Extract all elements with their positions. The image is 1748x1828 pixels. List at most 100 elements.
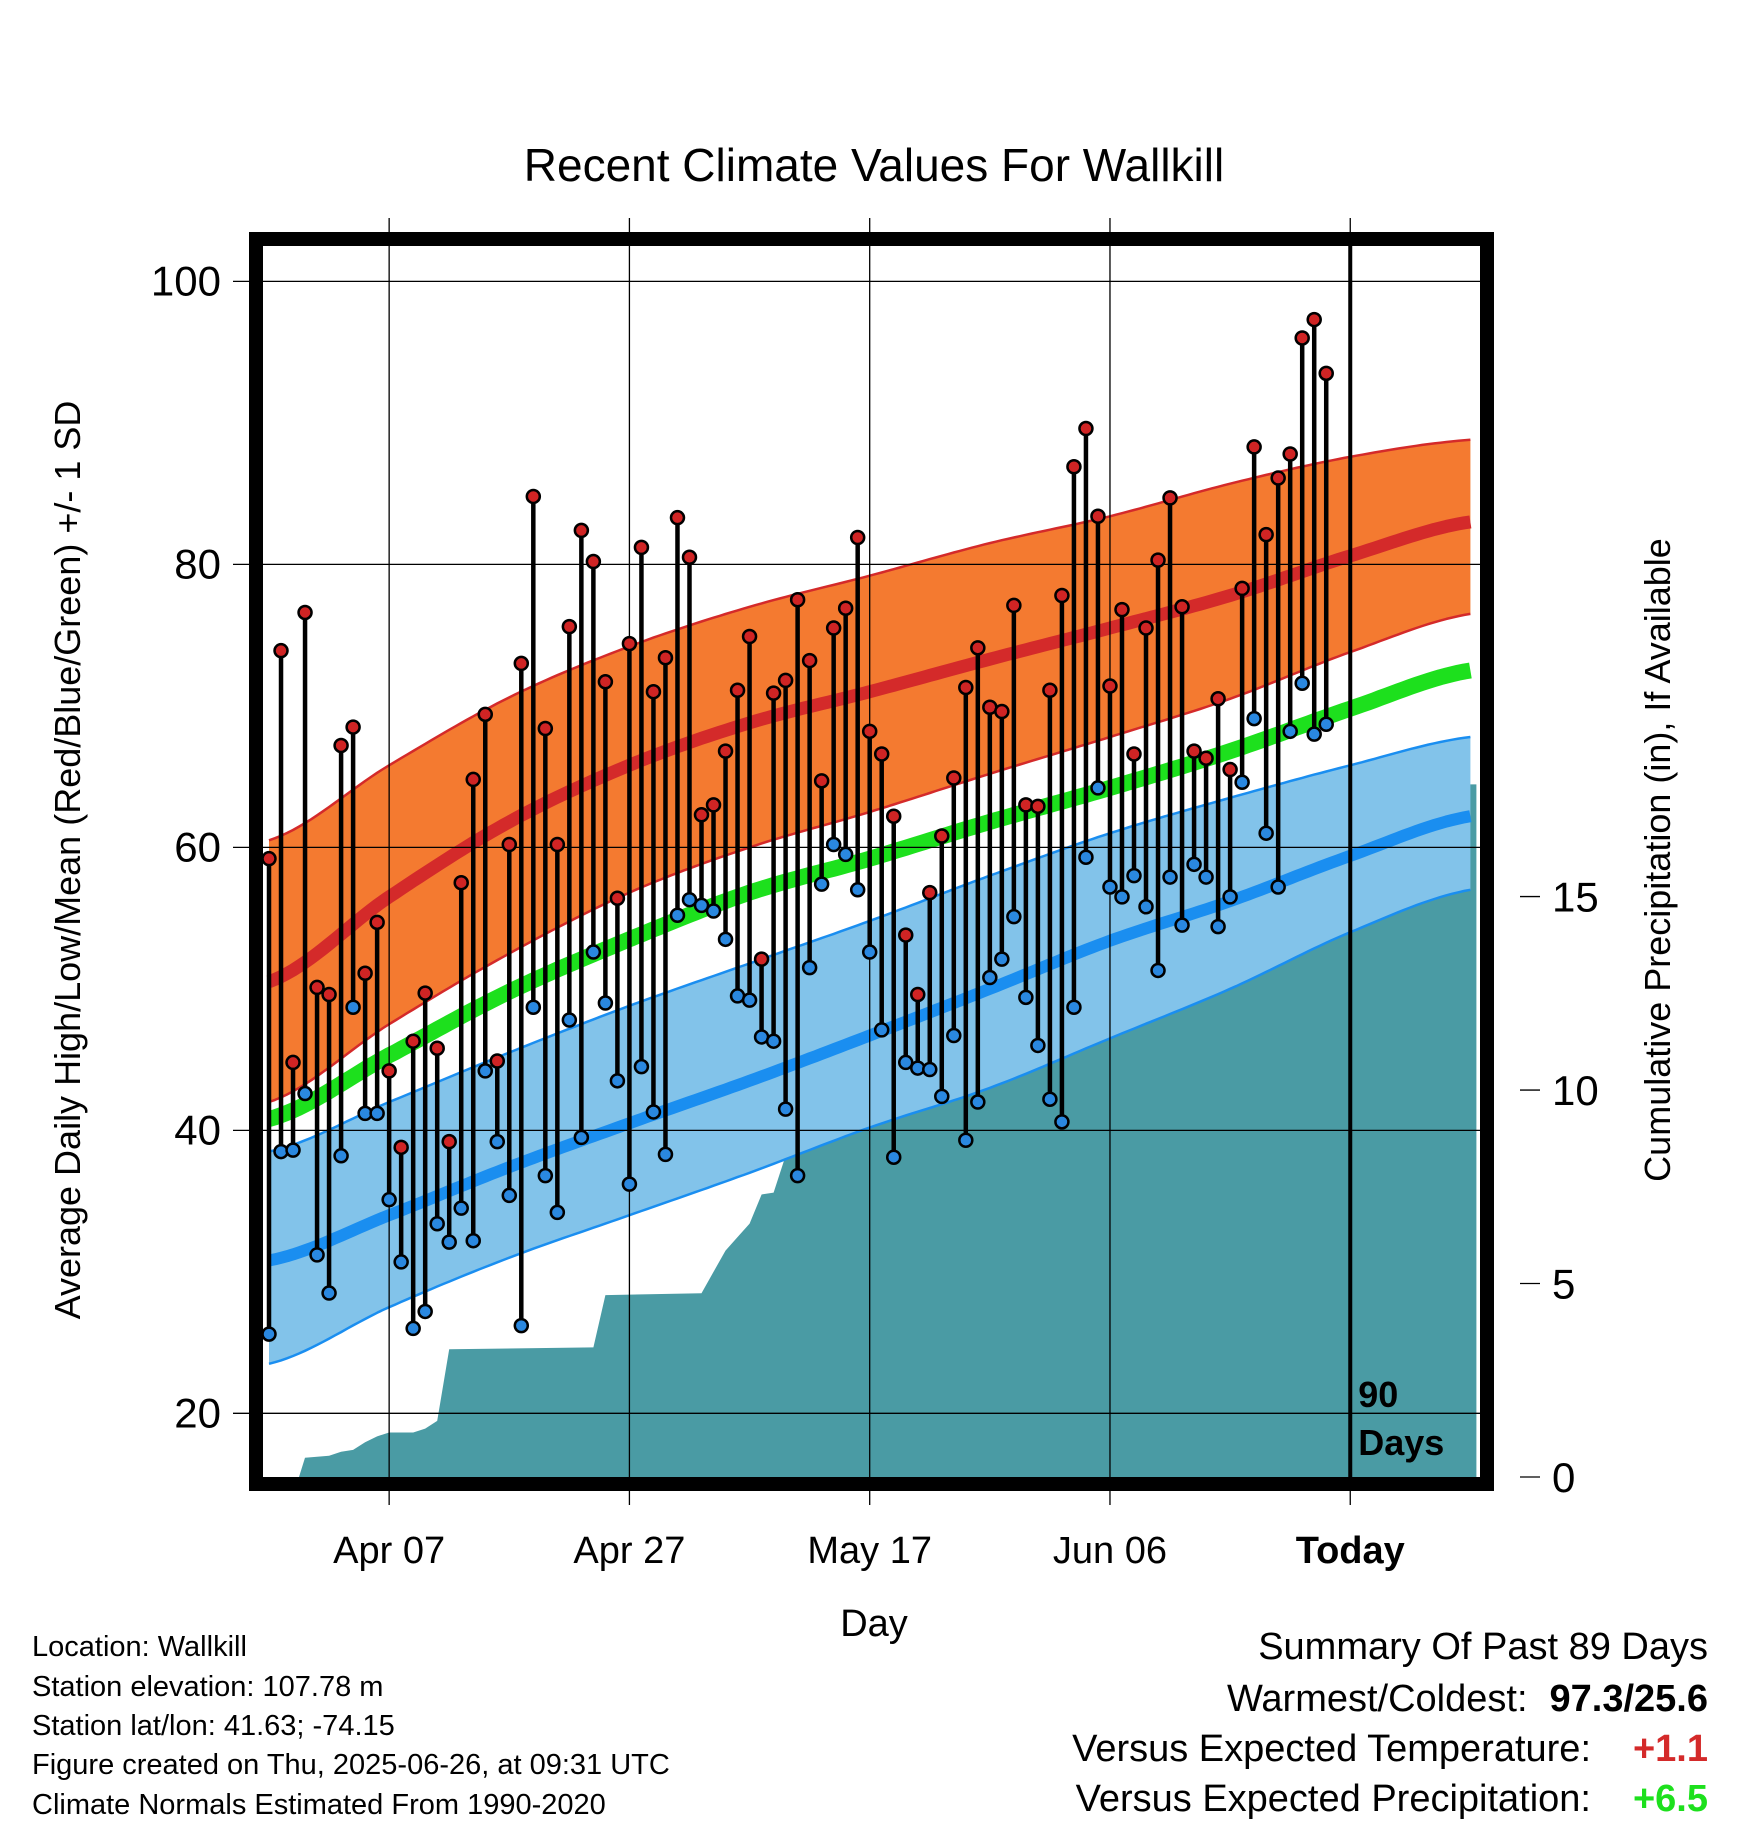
y-axis-label: Average Daily High/Low/Mean (Red/Blue/Gr… <box>47 401 88 1320</box>
daily-low-point <box>501 1187 518 1204</box>
daily-high-point <box>705 797 722 813</box>
daily-low-point <box>681 891 698 908</box>
meta-location: Location: Wallkill <box>32 1631 247 1663</box>
y-tick-label: 60 <box>174 823 221 870</box>
daily-low-point <box>513 1317 530 1334</box>
daily-low-point <box>309 1247 325 1263</box>
daily-high-point <box>1318 365 1334 382</box>
daily-high-point <box>477 706 494 723</box>
daily-low-point <box>1066 999 1082 1015</box>
daily-low-point <box>657 1146 674 1163</box>
daily-high-point <box>837 600 854 616</box>
daily-high-point <box>789 591 806 608</box>
daily-high-point <box>1054 587 1070 604</box>
daily-low-point <box>1258 825 1274 841</box>
daily-high-point <box>777 672 794 689</box>
daily-high-point <box>1294 330 1310 346</box>
daily-high-point <box>1126 746 1142 762</box>
summary-temp: Versus Expected Temperature: +1.1 <box>1072 1730 1708 1768</box>
daily-low-point <box>621 1176 638 1192</box>
daily-high-point <box>1006 597 1022 614</box>
daily-low-point <box>1042 1091 1058 1107</box>
daily-low-point <box>1102 879 1118 895</box>
daily-high-point <box>1066 458 1082 475</box>
daily-low-point <box>1090 780 1106 796</box>
daily-low-point <box>477 1063 494 1079</box>
chart-title: Recent Climate Values For Wallkill <box>524 139 1224 191</box>
daily-low-point <box>1282 723 1298 740</box>
daily-high-point <box>429 1040 445 1057</box>
daily-low-point <box>1246 710 1262 727</box>
daily-high-point <box>1114 601 1130 618</box>
daily-high-point <box>1282 446 1298 462</box>
daily-low-point <box>1174 917 1190 933</box>
daily-low-point <box>525 999 542 1015</box>
daily-high-point <box>813 773 830 789</box>
daily-high-point <box>405 1033 421 1049</box>
daily-high-point <box>1246 439 1262 455</box>
daily-low-point <box>1222 889 1238 905</box>
daily-high-point <box>261 850 277 867</box>
daily-high-point <box>946 770 962 786</box>
daily-high-point <box>621 635 638 652</box>
daily-low-point <box>1198 869 1214 885</box>
daily-low-point <box>609 1073 626 1089</box>
daily-high-point <box>1078 420 1094 437</box>
daily-low-point <box>333 1148 349 1164</box>
daily-low-point <box>922 1061 938 1078</box>
daily-high-point <box>441 1133 457 1150</box>
daily-high-point <box>297 604 313 621</box>
daily-high-point <box>561 618 578 635</box>
daily-high-point <box>849 529 866 546</box>
daily-low-point <box>321 1285 337 1301</box>
summary-temp-label: Versus Expected Temperature: <box>1072 1728 1591 1770</box>
daily-high-point <box>729 682 746 699</box>
daily-high-point <box>1102 678 1118 694</box>
daily-high-point <box>1270 470 1286 486</box>
daily-low-point <box>861 944 878 960</box>
daily-high-point <box>273 642 289 659</box>
y2-tick-label: 0 <box>1552 1454 1575 1501</box>
daily-low-point <box>1126 867 1142 884</box>
today-days-number: 90 <box>1358 1374 1398 1415</box>
x-tick-label: Apr 07 <box>333 1530 445 1572</box>
daily-low-point <box>561 1012 578 1028</box>
daily-low-point <box>405 1320 421 1337</box>
daily-low-point <box>777 1101 794 1117</box>
daily-low-point <box>813 876 830 892</box>
daily-low-point <box>837 846 854 863</box>
daily-low-point <box>970 1094 986 1110</box>
daily-low-point <box>1030 1037 1046 1054</box>
daily-low-point <box>897 1054 914 1071</box>
daily-high-point <box>573 522 590 539</box>
daily-low-point <box>946 1027 962 1044</box>
daily-high-point <box>1222 761 1238 778</box>
daily-low-point <box>994 951 1010 967</box>
daily-high-point <box>309 979 325 996</box>
daily-low-point <box>489 1133 506 1150</box>
daily-high-point <box>885 808 902 824</box>
summary-warm-cold-value: 97.3/25.6 <box>1549 1678 1708 1720</box>
daily-low-point <box>441 1234 457 1250</box>
daily-low-point <box>417 1303 433 1320</box>
daily-high-point <box>453 874 469 891</box>
daily-low-point <box>585 944 602 960</box>
meta-latlon: Station lat/lon: 41.63; -74.15 <box>32 1710 395 1742</box>
daily-high-point <box>369 914 385 931</box>
daily-high-point <box>1258 526 1274 543</box>
daily-high-point <box>801 652 818 669</box>
daily-low-point <box>1138 899 1154 915</box>
daily-high-point <box>609 890 626 907</box>
daily-low-point <box>1078 849 1094 866</box>
daily-high-point <box>417 985 433 1001</box>
y2-tick-label: 15 <box>1552 874 1599 921</box>
meta-created: Figure created on Thu, 2025-06-26, at 09… <box>32 1749 670 1781</box>
daily-high-point <box>381 1063 397 1079</box>
y2-tick-label: 10 <box>1552 1067 1599 1114</box>
daily-low-point <box>1234 774 1250 791</box>
daily-low-point <box>297 1085 313 1102</box>
y-tick-label: 20 <box>174 1389 221 1436</box>
daily-high-point <box>357 965 373 982</box>
summary-precip: Versus Expected Precipitation: +6.5 <box>1076 1780 1708 1818</box>
